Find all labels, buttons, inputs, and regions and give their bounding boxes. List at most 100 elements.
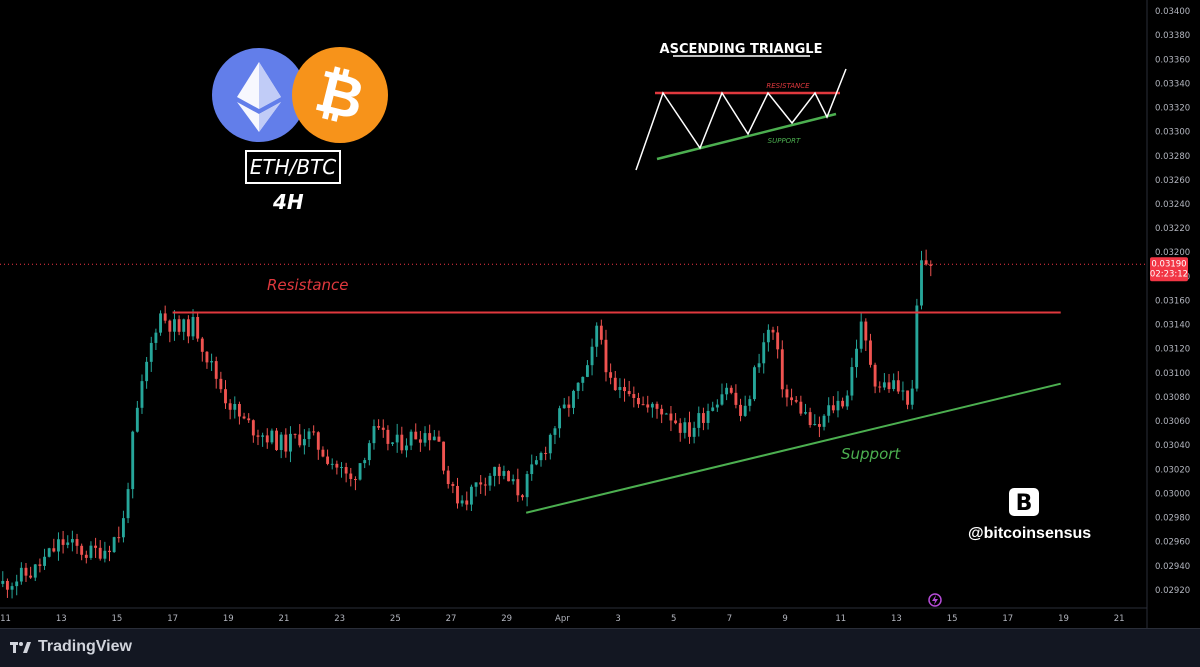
y-tick-label: 0.03300 bbox=[1155, 128, 1190, 138]
candle-body bbox=[149, 342, 153, 362]
time-axis[interactable]: 11 13 15 17 19 21 23 25 27 29 Apr 3 5 7 9 11 13 15 17 19 21 bbox=[0, 614, 1124, 624]
candle-body bbox=[251, 420, 255, 436]
candle-body bbox=[98, 547, 102, 559]
candle-body bbox=[873, 364, 877, 387]
candle-body bbox=[173, 319, 176, 332]
candle-body bbox=[483, 484, 487, 486]
candle-body bbox=[265, 435, 269, 443]
candle-body bbox=[186, 319, 190, 337]
candle-body bbox=[312, 431, 316, 433]
candle-body bbox=[850, 367, 854, 396]
candle-body bbox=[437, 436, 441, 442]
y-tick-label: 0.03320 bbox=[1155, 104, 1190, 114]
candle-body bbox=[182, 319, 186, 332]
candle-body bbox=[855, 348, 858, 368]
lightning-icon[interactable] bbox=[928, 593, 942, 607]
candle-body bbox=[692, 427, 696, 437]
candle-body bbox=[344, 467, 348, 474]
candle-body bbox=[725, 387, 729, 395]
x-tick-label: 19 bbox=[1058, 614, 1069, 624]
candle-body bbox=[734, 392, 738, 405]
candle-body bbox=[205, 351, 209, 363]
footer-bar: TradingView bbox=[0, 628, 1200, 667]
price-axis[interactable]: 0.02920 0.02940 0.02960 0.02980 0.03000 0.030… bbox=[1155, 7, 1190, 596]
candle-body bbox=[140, 381, 144, 408]
candle-body bbox=[706, 410, 710, 423]
candle-body bbox=[878, 386, 882, 388]
candle-body bbox=[831, 405, 835, 411]
tradingview-icon bbox=[10, 642, 31, 653]
candle-body bbox=[474, 482, 478, 487]
candle-body bbox=[15, 581, 19, 587]
candle-body bbox=[632, 394, 636, 398]
candle-body bbox=[349, 473, 353, 479]
candle-body bbox=[887, 382, 891, 390]
candle-body bbox=[84, 554, 88, 558]
candle-body bbox=[502, 471, 506, 476]
candle-body bbox=[89, 545, 93, 558]
candle-body bbox=[637, 397, 640, 405]
y-tick-label: 0.03340 bbox=[1155, 79, 1190, 89]
x-tick-label: 13 bbox=[56, 614, 67, 624]
candle-body bbox=[697, 413, 701, 428]
candle-body bbox=[38, 564, 42, 566]
candle-body bbox=[539, 452, 543, 461]
x-tick-label: 9 bbox=[782, 614, 787, 624]
candle-body bbox=[70, 539, 74, 543]
candle-body bbox=[52, 548, 56, 552]
candle-body bbox=[613, 377, 617, 391]
candle-body bbox=[799, 401, 803, 414]
candle-body bbox=[112, 537, 116, 553]
y-tick-label: 0.03200 bbox=[1155, 248, 1190, 258]
candle-body bbox=[465, 500, 469, 505]
btc-logo: ₿ bbox=[292, 47, 388, 143]
candle-body bbox=[762, 342, 766, 364]
ascending-triangle-diagram: ASCENDING TRIANGLE RESISTANCE SUPPORT bbox=[635, 42, 847, 171]
resistance-label: Resistance bbox=[267, 276, 349, 294]
candle-body bbox=[623, 387, 626, 392]
candle-body bbox=[214, 361, 218, 379]
trend-lines bbox=[172, 311, 1061, 514]
candle-body bbox=[191, 316, 195, 337]
candle-body bbox=[650, 403, 654, 408]
candle-body bbox=[247, 418, 251, 421]
inset-support-label: SUPPORT bbox=[768, 137, 801, 145]
candle-body bbox=[117, 537, 121, 539]
candle-body bbox=[771, 329, 775, 333]
candle-body bbox=[66, 542, 70, 545]
candle-body bbox=[609, 372, 613, 378]
candle-body bbox=[757, 363, 761, 368]
x-tick-label: 25 bbox=[390, 614, 401, 624]
candle-body bbox=[785, 389, 789, 398]
candle-body bbox=[1, 580, 5, 584]
candle-body bbox=[841, 400, 845, 407]
x-tick-label: 17 bbox=[167, 614, 178, 624]
candle-body bbox=[748, 399, 752, 406]
candle-body bbox=[103, 550, 107, 559]
candle-body bbox=[340, 467, 343, 469]
candle-body bbox=[94, 545, 98, 548]
social-handle: @bitcoinsensus bbox=[968, 525, 1092, 542]
candle-body bbox=[298, 434, 302, 446]
y-tick-label: 0.03360 bbox=[1155, 55, 1190, 65]
candle-body bbox=[664, 413, 668, 415]
candle-body bbox=[882, 382, 886, 388]
y-tick-label: 0.03120 bbox=[1155, 345, 1190, 355]
candle-body bbox=[567, 404, 571, 408]
y-tick-label: 0.02960 bbox=[1155, 538, 1190, 548]
y-tick-label: 0.03140 bbox=[1155, 321, 1190, 331]
candle-body bbox=[386, 429, 390, 444]
candle-body bbox=[553, 428, 557, 435]
support-line[interactable] bbox=[525, 382, 1061, 514]
tradingview-brand[interactable]: TradingView bbox=[10, 638, 132, 656]
candle-body bbox=[572, 390, 575, 408]
candle-body bbox=[284, 434, 288, 452]
candle-body bbox=[279, 434, 283, 451]
candle-body bbox=[896, 380, 900, 392]
candle-body bbox=[627, 391, 631, 395]
candle-body bbox=[864, 321, 868, 341]
candle-body bbox=[108, 550, 111, 553]
y-tick-label: 0.03260 bbox=[1155, 176, 1190, 186]
candle-body bbox=[168, 320, 172, 332]
